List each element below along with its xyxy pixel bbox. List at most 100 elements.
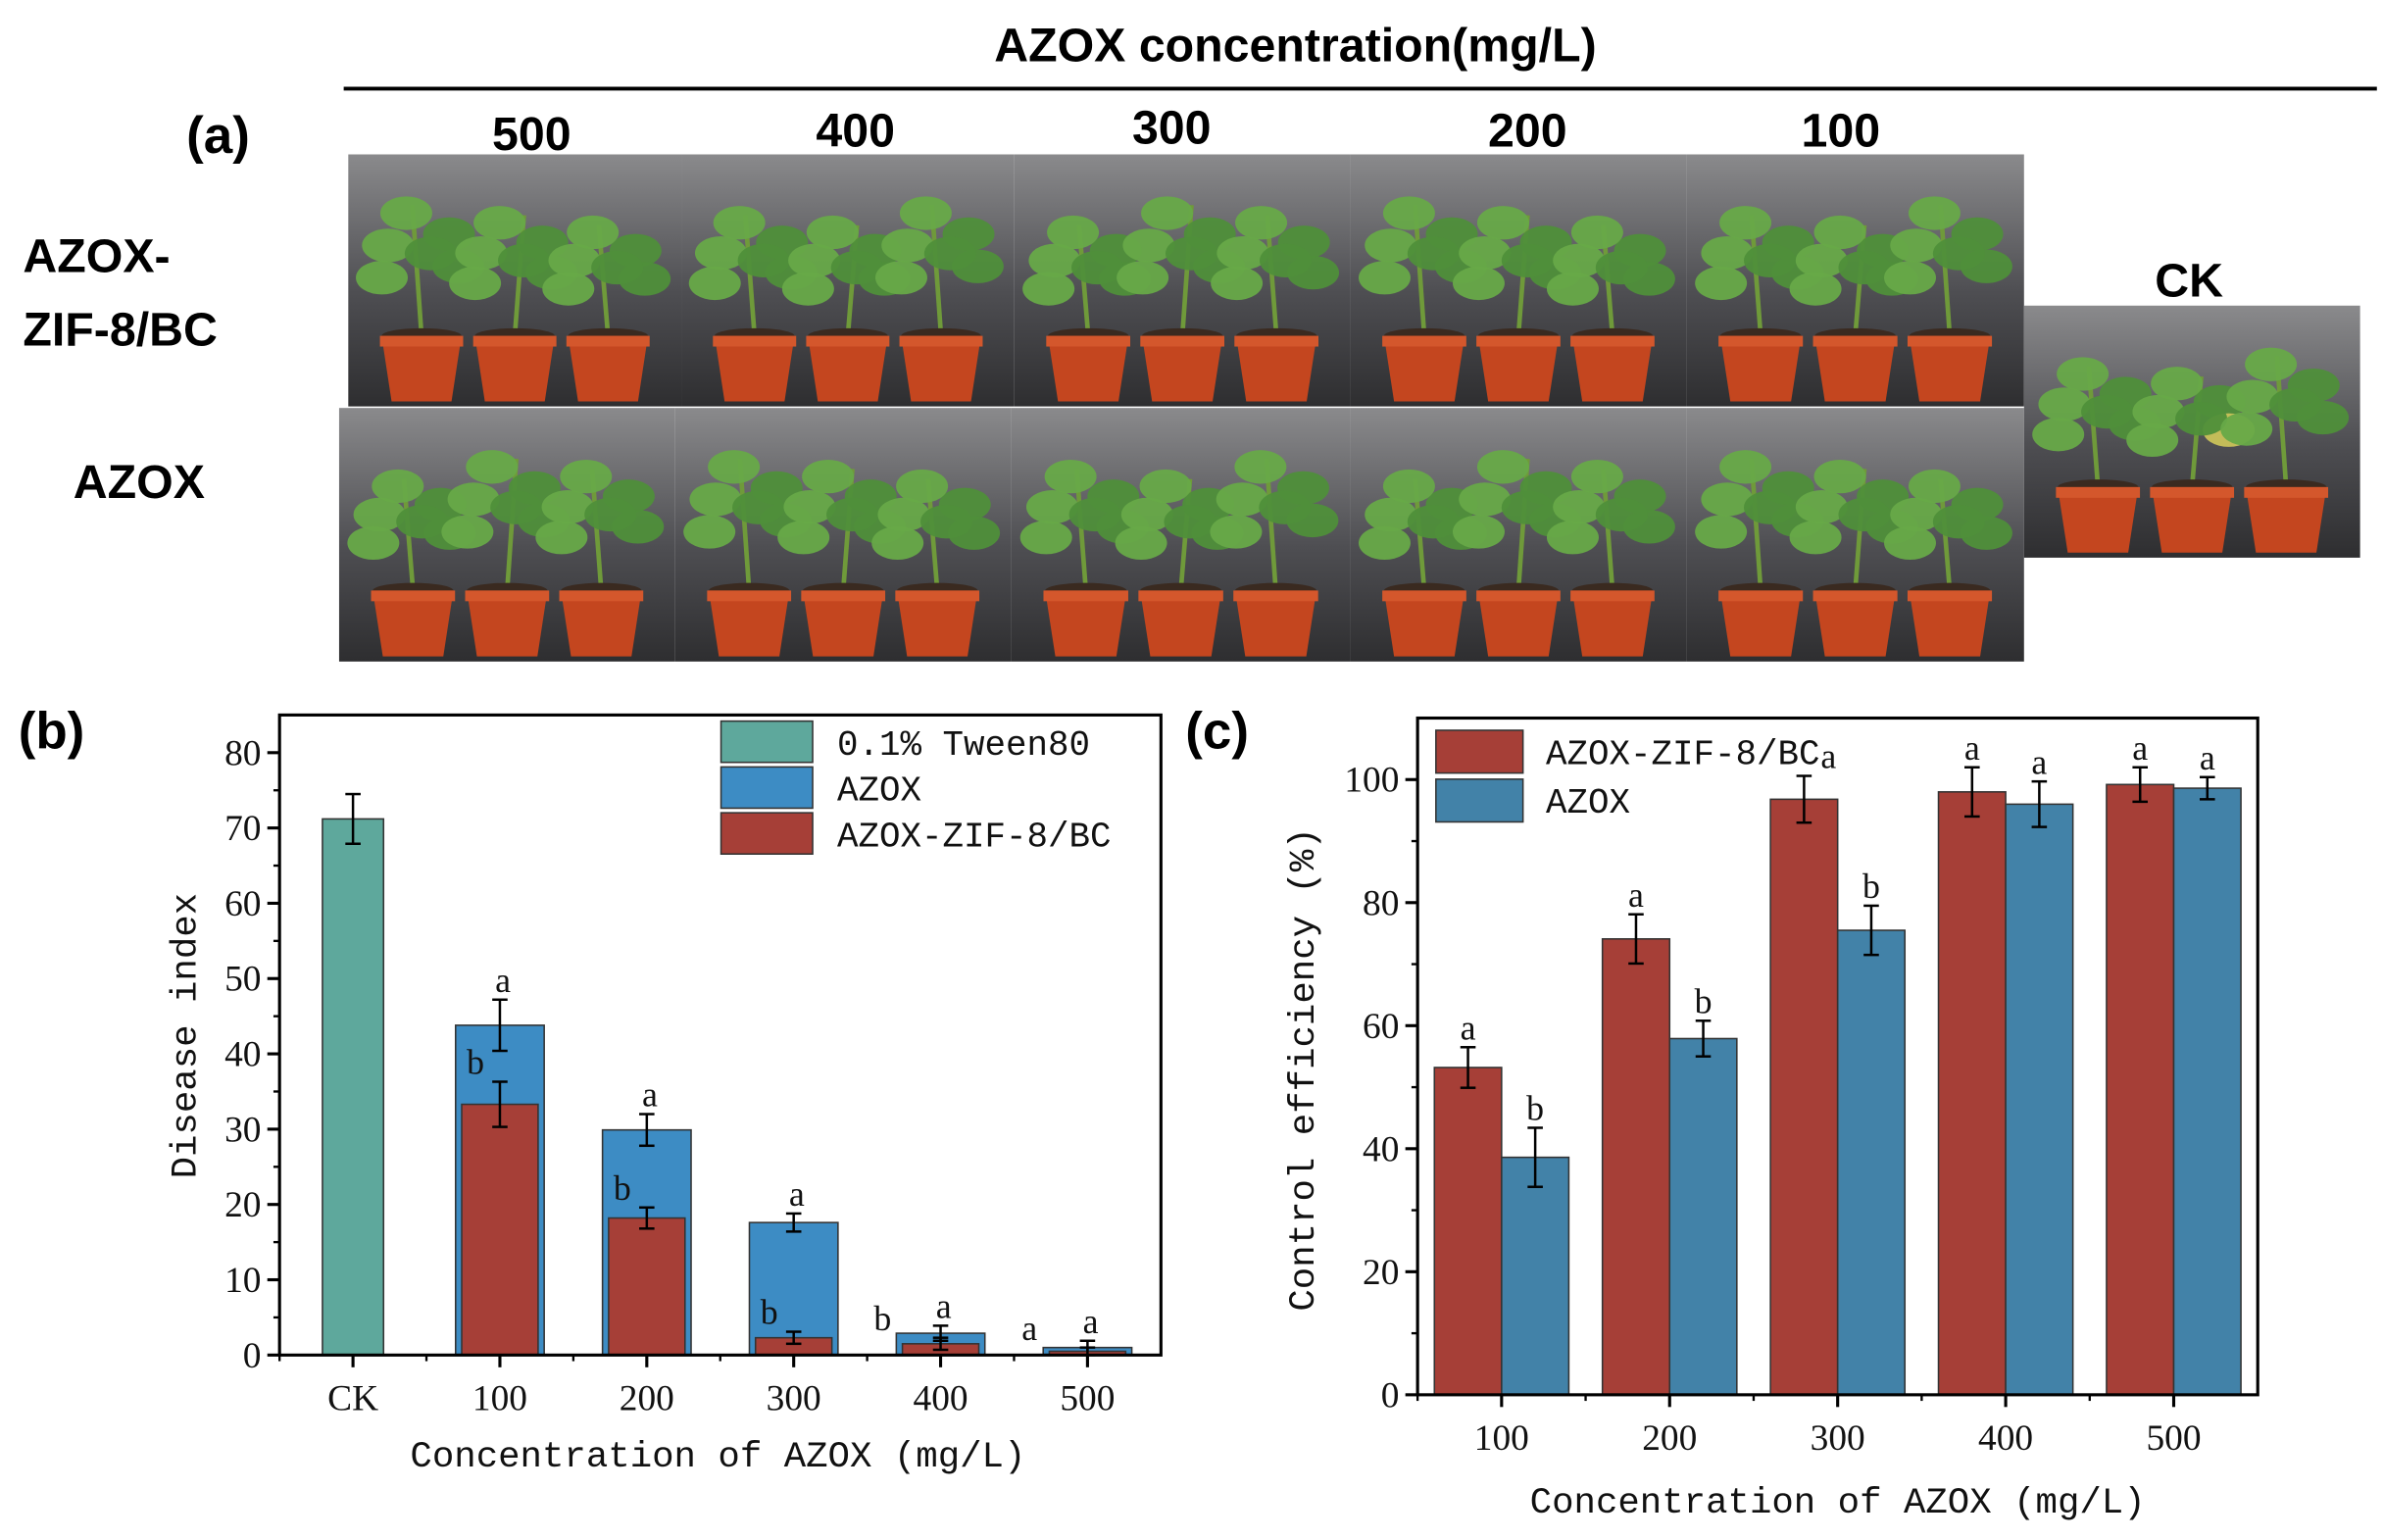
chart-c-ylabel: Control efficiency (%) bbox=[1284, 827, 1325, 1311]
y-tick-label: 60 bbox=[224, 884, 261, 924]
row-label-azox-zif-line2: ZIF-8/BC bbox=[23, 303, 218, 356]
pot bbox=[1048, 335, 1129, 402]
pot bbox=[1814, 590, 1896, 657]
leaf bbox=[1407, 505, 1460, 539]
leaf bbox=[806, 215, 859, 250]
leaf bbox=[1908, 469, 1961, 504]
leaf bbox=[1115, 525, 1167, 561]
leaf bbox=[1476, 206, 1529, 240]
leaf bbox=[379, 196, 432, 230]
pot bbox=[467, 590, 548, 657]
pot-rim bbox=[1718, 590, 1804, 602]
leaf bbox=[920, 505, 973, 539]
leaf bbox=[498, 243, 550, 277]
leaf bbox=[923, 236, 976, 271]
leaf bbox=[535, 521, 588, 555]
leaf bbox=[1452, 515, 1505, 549]
pot bbox=[1383, 335, 1465, 402]
leaf bbox=[1695, 515, 1748, 549]
leaf bbox=[781, 272, 834, 306]
pot-rim bbox=[1140, 335, 1225, 347]
pot bbox=[372, 590, 454, 657]
leaf bbox=[1117, 261, 1169, 295]
pot-rim bbox=[1382, 335, 1466, 347]
leaf bbox=[1358, 261, 1411, 295]
bar bbox=[1433, 1067, 1503, 1396]
plant-photo bbox=[1350, 408, 1687, 662]
leaf bbox=[1546, 521, 1599, 555]
leaf bbox=[2226, 379, 2279, 414]
leaf bbox=[1813, 215, 1866, 250]
leaf bbox=[896, 469, 949, 504]
leaf bbox=[830, 250, 883, 285]
x-tick-label: 400 bbox=[1978, 1418, 2033, 1459]
bar bbox=[608, 1217, 686, 1357]
x-tick-label: 400 bbox=[914, 1378, 968, 1418]
pot bbox=[1571, 335, 1654, 402]
leaf bbox=[1595, 250, 1648, 285]
leaf bbox=[1022, 272, 1075, 306]
leaf bbox=[396, 505, 449, 539]
y-tick-label: 20 bbox=[1363, 1253, 1399, 1293]
pot bbox=[803, 590, 884, 657]
chart-c-legend: AZOX-ZIF-8/BC AZOX bbox=[1435, 729, 1820, 823]
leaf bbox=[1382, 196, 1435, 230]
pot-rim bbox=[371, 590, 456, 602]
pot bbox=[1909, 335, 1991, 402]
leaf bbox=[732, 490, 785, 524]
pot bbox=[1477, 335, 1560, 402]
significance-letter: a bbox=[1820, 737, 1836, 776]
pot bbox=[1719, 335, 1802, 402]
leaf bbox=[2175, 402, 2228, 436]
leaf bbox=[1795, 243, 1848, 277]
pot-rim bbox=[1812, 335, 1898, 347]
leaf bbox=[1044, 460, 1097, 494]
x-tick-label: 100 bbox=[472, 1378, 527, 1418]
leaf bbox=[1595, 497, 1648, 532]
leaf bbox=[347, 525, 400, 561]
significance-letter: a bbox=[2132, 728, 2148, 768]
bar bbox=[2106, 783, 2175, 1396]
leaf bbox=[899, 196, 952, 230]
pot-rim bbox=[1476, 590, 1561, 602]
pot bbox=[1236, 335, 1317, 402]
plant-photo bbox=[338, 408, 675, 662]
pot-rim bbox=[1570, 335, 1655, 347]
leaf bbox=[1719, 450, 1772, 484]
significance-letter: a bbox=[2200, 738, 2215, 777]
leaf bbox=[1932, 505, 1985, 539]
legend-label-azox-zif: AZOX-ZIF-8/BC bbox=[837, 817, 1112, 857]
significance-letter: a bbox=[495, 961, 511, 1000]
bar bbox=[1937, 791, 2007, 1396]
leaf bbox=[541, 490, 594, 524]
significance-letter: a bbox=[1083, 1302, 1099, 1341]
leaf bbox=[783, 490, 836, 524]
legend-swatch-azox bbox=[1435, 778, 1524, 823]
leaf bbox=[1546, 272, 1599, 306]
leaf bbox=[1570, 215, 1623, 250]
leaf bbox=[1701, 235, 1754, 271]
bar bbox=[322, 818, 385, 1357]
plant-photo bbox=[2023, 305, 2360, 558]
leaf bbox=[1744, 490, 1797, 524]
leaf bbox=[1139, 469, 1192, 504]
panel-a-label: (a) bbox=[186, 107, 250, 165]
y-tick-label: 20 bbox=[224, 1185, 261, 1225]
leaf bbox=[1122, 228, 1175, 263]
pot-rim bbox=[899, 335, 983, 347]
leaf bbox=[1884, 525, 1937, 561]
pot bbox=[1142, 335, 1223, 402]
chart-b-xlabel: Concentration of AZOX (mg/L) bbox=[410, 1437, 1025, 1478]
leaf bbox=[447, 482, 500, 517]
significance-letter: b bbox=[761, 1293, 778, 1332]
significance-letter: a bbox=[1461, 1008, 1476, 1047]
x-tick-label: 100 bbox=[1474, 1418, 1529, 1459]
pot-rim bbox=[472, 335, 557, 347]
pot-rim bbox=[2056, 486, 2141, 498]
leaf bbox=[737, 243, 790, 277]
leaf bbox=[1259, 490, 1312, 524]
pot-rim bbox=[1812, 590, 1898, 602]
leaf bbox=[1382, 469, 1435, 504]
disease-index-chart: a a a a a b b b b a 0 10 20 30 40 50 60 70 80 CK 100 200 300 40… bbox=[224, 713, 1163, 1418]
plant-photo bbox=[674, 408, 1012, 662]
